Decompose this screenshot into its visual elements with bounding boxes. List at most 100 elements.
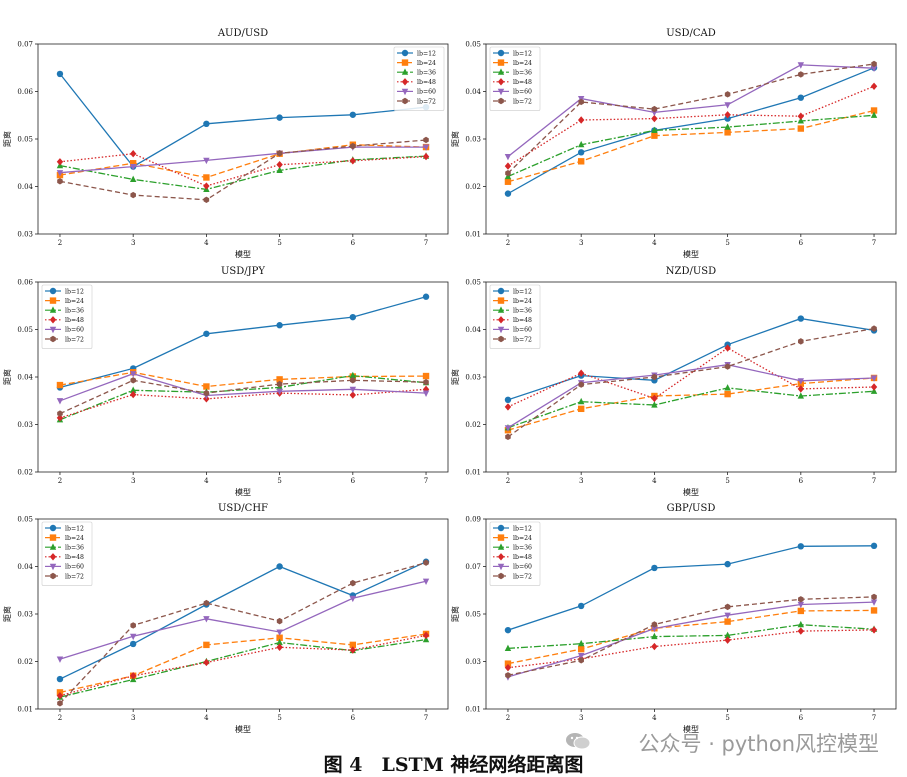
data-point [504, 663, 512, 672]
data-point [203, 182, 210, 190]
y-tick-label: 0.04 [17, 374, 33, 382]
series-line [507, 109, 875, 183]
data-point [651, 394, 658, 403]
series-line [59, 153, 427, 187]
legend-marker [497, 68, 505, 75]
x-tick-label: 3 [131, 477, 135, 485]
data-point [129, 640, 137, 648]
data-point [505, 170, 511, 177]
legend-marker [497, 297, 505, 304]
x-tick-label: 7 [424, 239, 428, 247]
data-point [797, 112, 805, 120]
data-point [724, 618, 731, 625]
x-tick-label: 6 [351, 239, 356, 247]
data-point [724, 390, 731, 398]
data-point [129, 150, 137, 158]
legend-marker [497, 287, 505, 295]
data-point [129, 160, 137, 167]
y-tick-label: 0.07 [465, 563, 481, 571]
data-point [724, 123, 731, 130]
data-point [577, 140, 585, 148]
data-point [276, 166, 283, 173]
series-lb60 [504, 62, 878, 161]
y-tick-label: 0.04 [465, 326, 481, 334]
legend-marker [49, 316, 57, 324]
data-point [798, 71, 804, 78]
y-tick-label: 0.03 [465, 374, 481, 382]
legend-label: lb=12 [65, 288, 84, 295]
data-point [578, 381, 584, 388]
legend-marker [497, 316, 505, 324]
data-point [349, 313, 357, 321]
data-point [422, 293, 430, 300]
data-point [56, 675, 64, 683]
data-point [724, 636, 731, 644]
data-point [504, 425, 512, 432]
y-tick-label: 0.03 [17, 231, 33, 239]
data-point [797, 601, 805, 609]
data-point [423, 136, 429, 144]
series-lb48 [56, 150, 430, 190]
legend-label: lb=72 [417, 98, 436, 105]
x-axis-label: 模型 [235, 724, 251, 734]
data-point [349, 371, 357, 379]
x-tick-label: 6 [351, 714, 356, 722]
legend-marker [402, 97, 408, 105]
series-line [59, 388, 427, 419]
legend-label: lb=24 [417, 60, 436, 67]
x-axis-label: 模型 [683, 487, 699, 497]
legend-label: lb=12 [417, 50, 436, 57]
data-point [798, 338, 804, 345]
legend-marker [498, 97, 504, 105]
data-point [797, 627, 805, 635]
y-tick-label: 0.05 [17, 136, 33, 144]
legend-marker [497, 59, 505, 66]
data-point [504, 162, 512, 170]
data-point [504, 626, 512, 634]
data-point [276, 638, 283, 646]
data-point [724, 363, 731, 370]
legend: lb=12 lb=24 lb=36 lb=48 lb=60 lb=72 [489, 284, 541, 349]
legend-marker [401, 68, 409, 75]
legend-marker [497, 88, 505, 96]
chart-title: USD/JPY [221, 266, 265, 277]
legend-marker [49, 563, 57, 571]
x-tick-label: 7 [872, 477, 876, 485]
legend: lb=12 lb=24 lb=36 lb=48 lb=60 lb=72 [489, 521, 541, 586]
data-point [276, 322, 283, 329]
x-tick-label: 4 [652, 477, 657, 485]
data-point [276, 629, 283, 636]
legend-marker [50, 572, 56, 580]
data-point [577, 397, 585, 405]
data-point [651, 373, 658, 381]
y-tick-label: 0.01 [465, 469, 481, 477]
data-point [56, 414, 64, 422]
data-point [276, 114, 283, 121]
legend-label: lb=36 [65, 308, 84, 315]
x-tick-label: 5 [725, 239, 729, 247]
data-point [129, 672, 137, 680]
data-point [276, 617, 283, 625]
y-axis-label: 距离 [450, 131, 460, 147]
legend-marker [401, 88, 409, 96]
x-tick-label: 2 [506, 714, 510, 722]
data-point [203, 174, 210, 181]
legend-marker [49, 553, 57, 561]
series-line [59, 374, 427, 421]
legend: lb=12 lb=24 lb=36 lb=48 lb=60 lb=72 [489, 46, 541, 111]
y-axis-label: 距离 [2, 131, 12, 147]
legend-marker [49, 287, 57, 295]
series-line [59, 634, 427, 697]
legend-label: lb=72 [513, 98, 532, 105]
legend-label: lb=36 [513, 70, 532, 77]
legend-label: lb=48 [513, 554, 532, 561]
series-lb72 [505, 325, 877, 441]
legend: lb=12 lb=24 lb=36 lb=48 lb=60 lb=72 [41, 521, 93, 586]
series-line [59, 561, 427, 680]
series-lb24 [504, 107, 878, 185]
legend-label: lb=48 [65, 317, 84, 324]
data-point [203, 641, 210, 649]
data-point [349, 157, 357, 165]
x-tick-label: 6 [351, 477, 356, 485]
